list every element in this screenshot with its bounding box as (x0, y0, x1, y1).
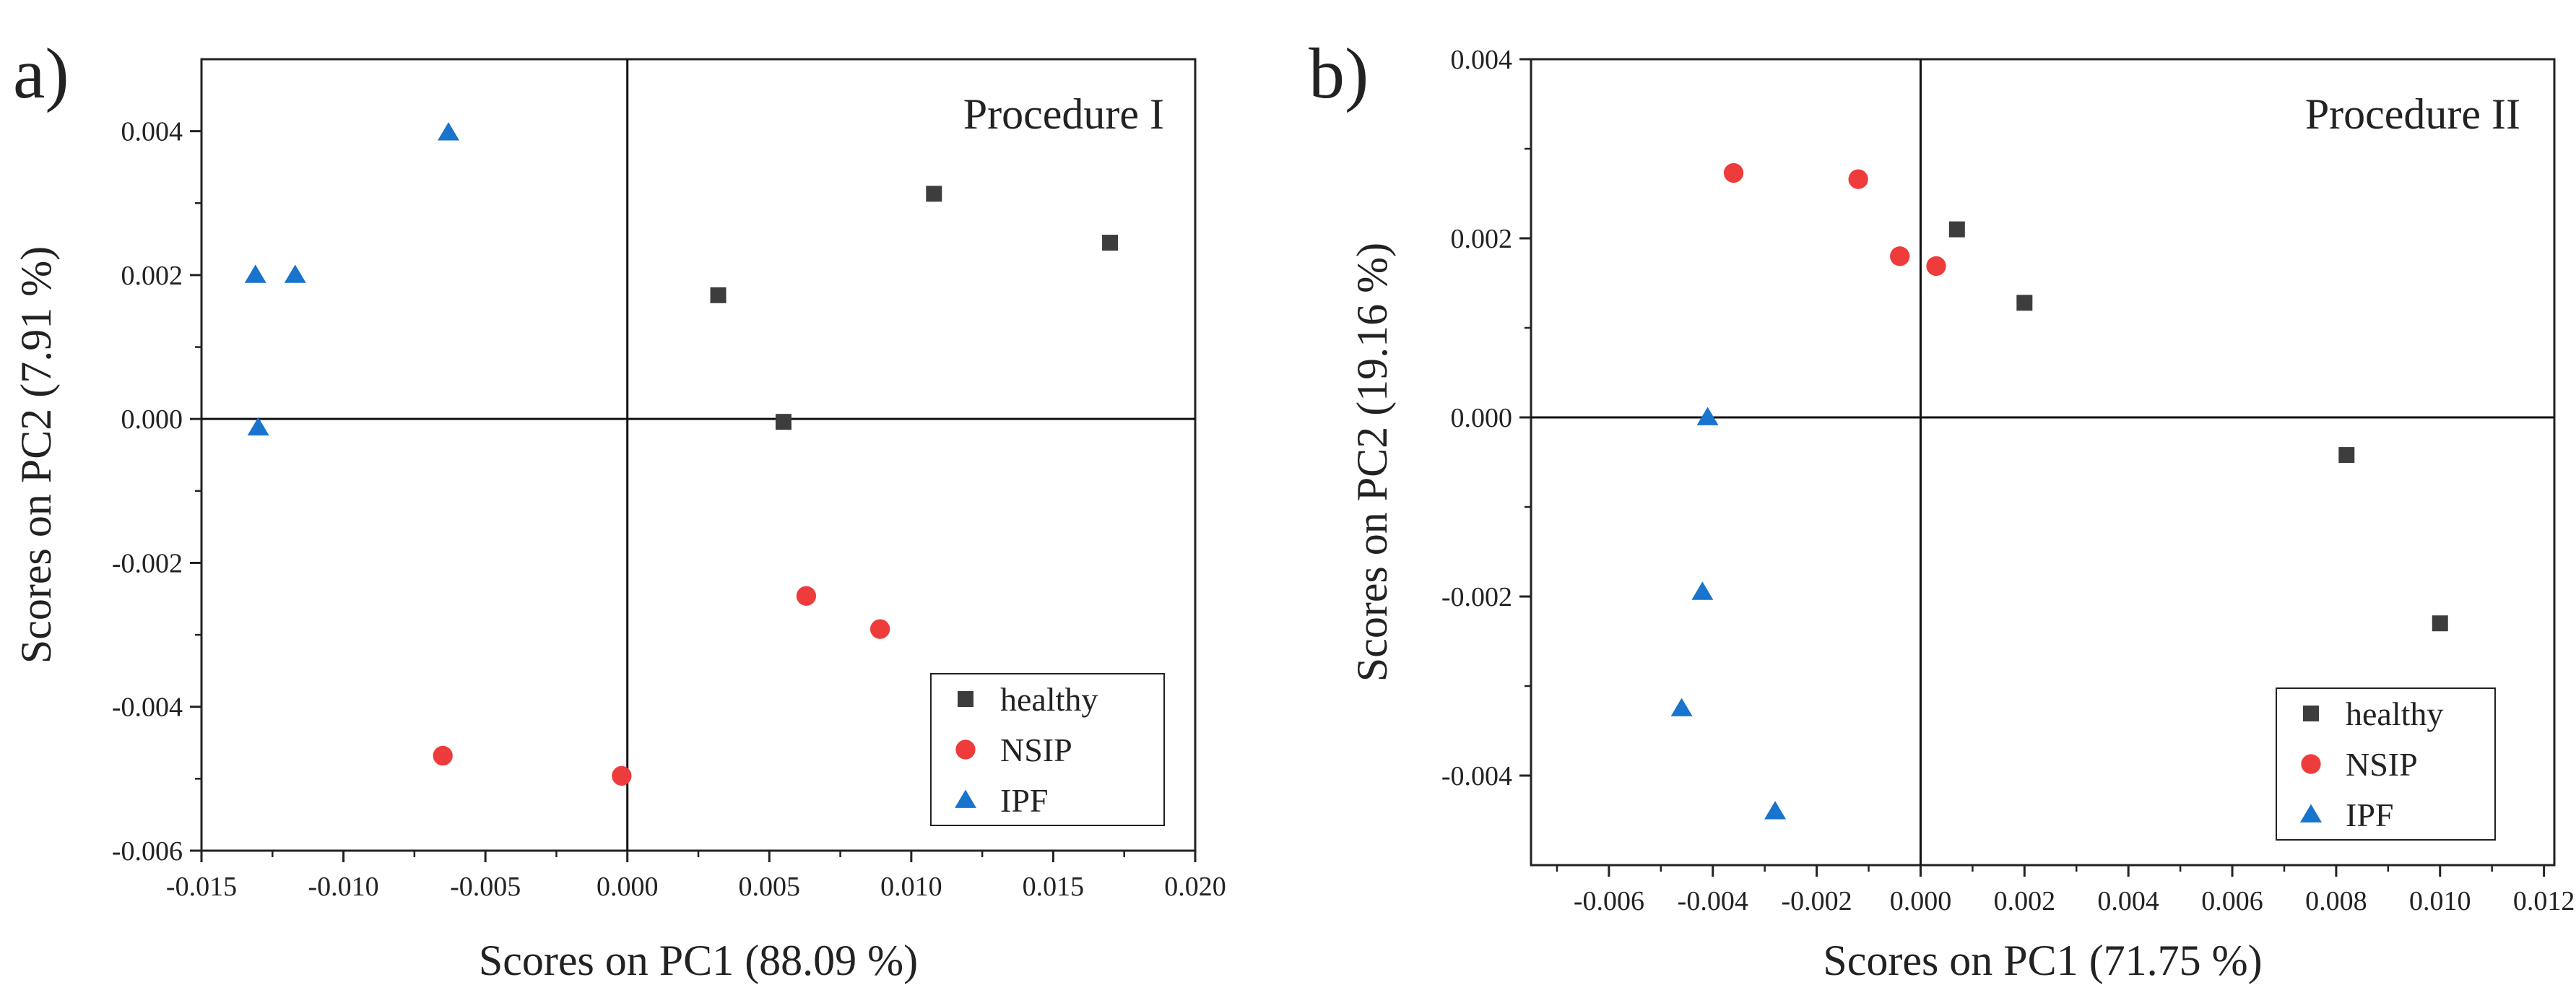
data-point-nsip (433, 745, 453, 766)
data-point-healthy (2338, 447, 2355, 464)
data-point-healthy (1102, 235, 1119, 251)
legend-label: IPF (2346, 797, 2393, 833)
y-tick-label: 0.002 (1451, 224, 1513, 254)
data-point-nsip (1848, 169, 1868, 189)
chart-title: Procedure II (2305, 90, 2520, 138)
data-point-nsip (796, 586, 817, 606)
y-axis-title: Scores on PC2 (7.91 %) (12, 246, 60, 664)
data-point-healthy (775, 414, 792, 430)
data-point-nsip (869, 619, 890, 639)
y-tick-label: -0.002 (1441, 582, 1512, 612)
data-point-nsip (1890, 246, 1910, 266)
x-tick-label: -0.002 (1782, 886, 1852, 916)
y-tick-label: 0.004 (121, 117, 183, 147)
x-tick-label: 0.010 (2409, 886, 2471, 916)
legend-marker-nsip (955, 739, 976, 760)
panel-label: a) (13, 33, 69, 113)
x-tick-label: 0.008 (2305, 886, 2367, 916)
x-tick-label: -0.015 (166, 872, 237, 902)
plot-frame (1530, 58, 2556, 867)
data-point-healthy (2432, 615, 2448, 632)
data-point-nsip (1926, 256, 1946, 277)
chart-title: Procedure I (963, 90, 1164, 138)
x-tick-label: -0.010 (308, 872, 378, 902)
x-tick-label: -0.006 (1574, 886, 1644, 916)
series-healthy (1948, 221, 2448, 632)
data-point-ipf (438, 122, 460, 141)
x-tick-label: 0.012 (2513, 886, 2575, 916)
legend-label: IPF (1000, 782, 1048, 819)
data-point-nsip (612, 765, 632, 786)
x-axis-title: Scores on PC1 (71.75 %) (1823, 937, 2262, 984)
y-tick-label: 0.000 (121, 404, 183, 435)
x-tick-label: -0.004 (1678, 886, 1748, 916)
x-tick-label: 0.004 (2097, 886, 2159, 916)
x-tick-label: 0.010 (880, 872, 942, 902)
x-axis-title: Scores on PC1 (88.09 %) (479, 937, 918, 984)
y-tick-label: -0.004 (1441, 761, 1512, 791)
legend-marker-ipf (954, 789, 977, 808)
data-point-ipf (247, 417, 269, 436)
data-point-healthy (926, 186, 942, 202)
data-point-ipf (1670, 698, 1693, 716)
data-point-ipf (1764, 801, 1787, 820)
series-ipf (1670, 407, 1787, 820)
panel-label: b) (1309, 33, 1369, 113)
y-tick-label: -0.002 (112, 548, 183, 578)
series-healthy (710, 186, 1119, 430)
x-tick-label: 0.015 (1023, 872, 1085, 902)
series-ipf (244, 122, 460, 436)
data-point-healthy (2016, 295, 2033, 311)
data-point-ipf (284, 264, 306, 283)
y-tick-label: 0.002 (121, 261, 183, 291)
y-tick-label: -0.004 (112, 693, 183, 723)
legend-label: NSIP (2346, 746, 2418, 783)
legend-label: NSIP (1000, 732, 1072, 768)
legend: healthy NSIP IPF (2276, 687, 2496, 841)
y-tick-label: -0.006 (112, 836, 183, 867)
x-tick-label: 0.005 (739, 872, 801, 902)
data-point-ipf (1696, 407, 1719, 425)
legend-marker-healthy (2303, 706, 2319, 721)
y-tick-label: 0.004 (1451, 45, 1513, 75)
legend-marker-healthy (958, 691, 973, 707)
y-axis-title: Scores on PC2 (19.16 %) (1348, 243, 1396, 682)
data-point-nsip (1723, 162, 1744, 183)
x-tick-label: 0.020 (1164, 872, 1226, 902)
data-point-ipf (244, 264, 266, 283)
data-point-healthy (1948, 221, 1965, 238)
x-tick-label: 0.000 (597, 872, 659, 902)
legend-marker-nsip (2301, 754, 2321, 774)
data-point-healthy (710, 287, 727, 303)
legend-label: healthy (2346, 695, 2443, 732)
legend-marker-ipf (2299, 804, 2323, 823)
series-nsip (1723, 162, 1946, 277)
x-tick-label: 0.000 (1890, 886, 1952, 916)
legend: healthy NSIP IPF (930, 673, 1165, 826)
x-tick-label: 0.006 (2201, 886, 2263, 916)
x-tick-label: -0.005 (450, 872, 521, 902)
y-tick-label: 0.000 (1451, 403, 1513, 433)
x-tick-label: 0.002 (1994, 886, 2056, 916)
chart-panel-a: a) -0.015 -0.010 -0.005 0.000 0.005 0.010 0.015… (12, 33, 1226, 984)
data-point-ipf (1691, 581, 1714, 600)
legend-label: healthy (1000, 681, 1098, 718)
chart-panel-b: b) -0.006 -0.004 -0.002 0.000 0.002 0.004 0.006… (1309, 33, 2575, 984)
series-nsip (433, 586, 890, 786)
